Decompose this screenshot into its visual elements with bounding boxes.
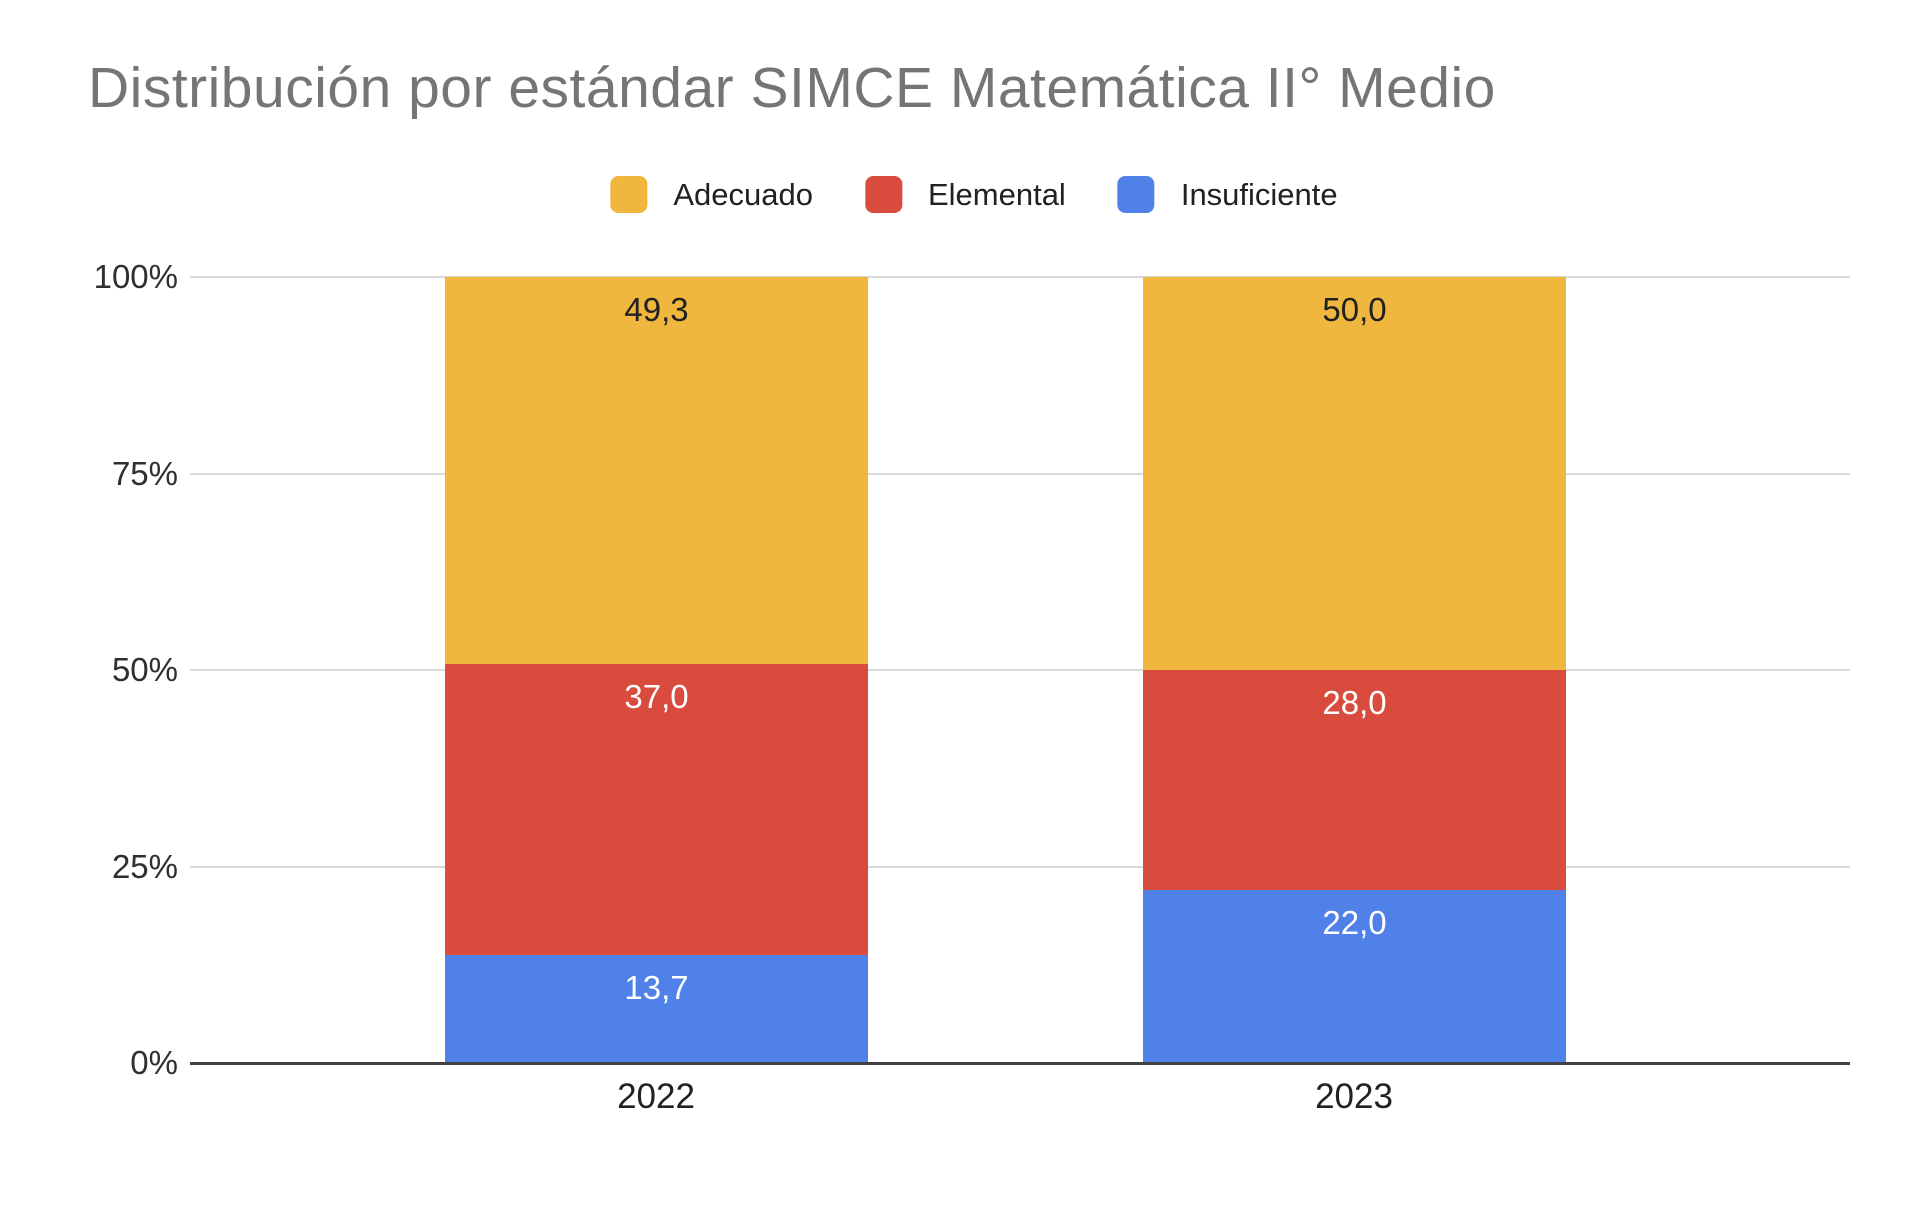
legend-label: Elemental: [927, 177, 1066, 212]
bar-segment-2023-elemental: 28,0: [1143, 670, 1566, 891]
y-axis-label-0: 0%: [130, 1044, 178, 1081]
segment-value-label: 37,0: [624, 678, 689, 716]
legend-swatch-adecuado: [610, 176, 648, 213]
y-axis-label-25: 25%: [111, 848, 178, 885]
segment-value-label: 50,0: [1322, 291, 1387, 328]
chart-title: Distribución por estándar SIMCE Matemáti…: [88, 56, 1496, 120]
legend-item-adecuado: Adecuado: [610, 176, 813, 213]
y-axis-label-75: 75%: [111, 455, 178, 492]
legend-item-elemental: Elemental: [864, 176, 1066, 213]
segment-value-label: 13,7: [624, 969, 689, 1007]
gridline-25pct: [190, 866, 1850, 868]
x-axis-baseline: [190, 1062, 1850, 1065]
y-axis-label-50: 50%: [111, 651, 178, 688]
x-axis-label-2023: 2023: [1315, 1077, 1393, 1116]
x-axis-label-2022: 2022: [617, 1077, 695, 1116]
bar-segment-2023-adecuado: 50,0: [1143, 277, 1566, 670]
chart-legend: Adecuado Elemental Insuficiente: [610, 176, 1338, 213]
bar-2023: 50,0 28,0 22,0: [1143, 277, 1566, 1063]
legend-item-insuficiente: Insuficiente: [1117, 176, 1338, 213]
gridline-100pct: [190, 276, 1850, 278]
bar-segment-2022-adecuado: 49,3: [445, 277, 868, 665]
gridline-50pct: [190, 669, 1850, 671]
bar-segment-2022-insuficiente: 13,7: [445, 955, 868, 1063]
bar-segment-2022-elemental: 37,0: [445, 664, 868, 956]
legend-label: Insuficiente: [1180, 177, 1338, 212]
legend-swatch-insuficiente: [1117, 176, 1155, 213]
bar-segment-2023-insuficiente: 22,0: [1143, 890, 1566, 1063]
bar-2022: 49,3 37,0 13,7: [445, 277, 868, 1063]
plot-area: 49,3 37,0 13,7 50,0 28,0 22,0: [190, 276, 1850, 1065]
legend-label: Adecuado: [673, 177, 813, 212]
legend-swatch-elemental: [864, 176, 902, 213]
y-axis-label-100: 100%: [93, 258, 178, 295]
segment-value-label: 28,0: [1322, 684, 1387, 721]
gridline-75pct: [190, 473, 1850, 475]
segment-value-label: 49,3: [624, 291, 689, 328]
segment-value-label: 22,0: [1322, 904, 1387, 942]
